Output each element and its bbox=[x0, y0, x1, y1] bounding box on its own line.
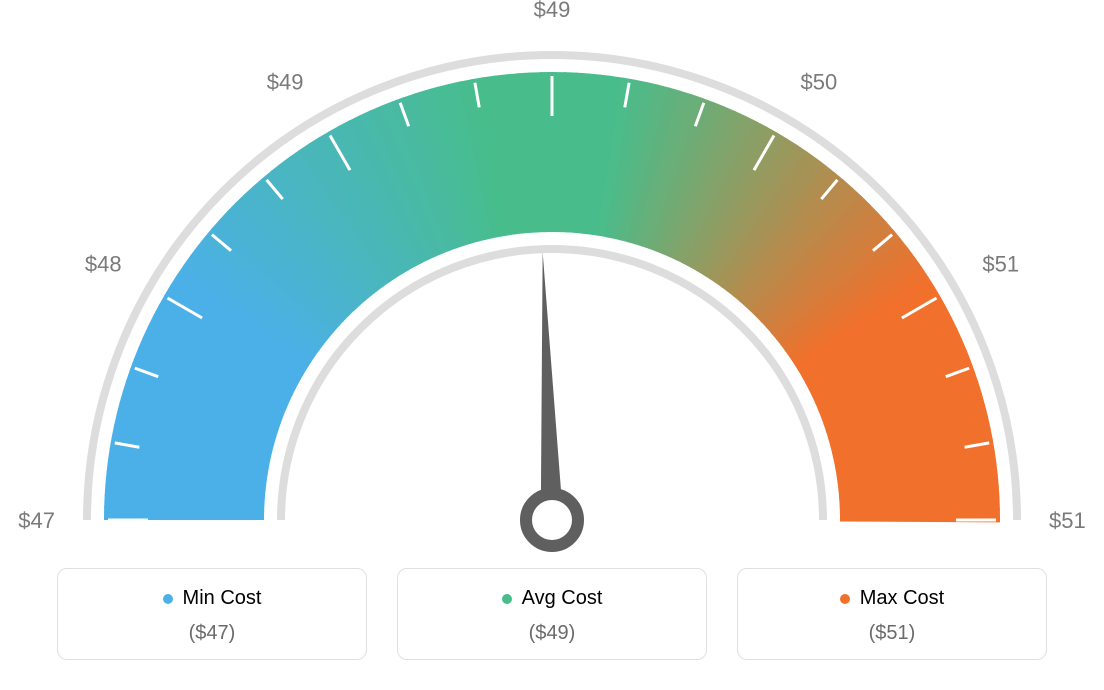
gauge-chart: $47 $48 $49 $49 $50 $51 $51 bbox=[0, 0, 1104, 560]
card-title: Max Cost bbox=[840, 587, 944, 610]
card-max-cost: Max Cost ($51) bbox=[737, 568, 1047, 660]
dot-icon bbox=[840, 594, 850, 604]
card-avg-cost: Avg Cost ($49) bbox=[397, 568, 707, 660]
card-label: Max Cost bbox=[860, 587, 944, 610]
svg-text:$48: $48 bbox=[85, 252, 122, 277]
card-value: ($51) bbox=[748, 622, 1036, 645]
svg-text:$50: $50 bbox=[801, 70, 838, 95]
card-title: Min Cost bbox=[163, 587, 262, 610]
gauge-svg: $47 $48 $49 $49 $50 $51 $51 bbox=[0, 0, 1104, 560]
svg-text:$51: $51 bbox=[1049, 508, 1086, 533]
card-min-cost: Min Cost ($47) bbox=[57, 568, 367, 660]
card-title: Avg Cost bbox=[502, 587, 603, 610]
svg-text:$47: $47 bbox=[18, 508, 55, 533]
svg-text:$51: $51 bbox=[982, 252, 1019, 277]
legend-cards: Min Cost ($47) Avg Cost ($49) Max Cost (… bbox=[0, 568, 1104, 660]
card-value: ($49) bbox=[408, 622, 696, 645]
svg-text:$49: $49 bbox=[267, 70, 304, 95]
card-label: Avg Cost bbox=[522, 587, 603, 610]
card-label: Min Cost bbox=[183, 587, 262, 610]
dot-icon bbox=[163, 594, 173, 604]
card-value: ($47) bbox=[68, 622, 356, 645]
svg-text:$49: $49 bbox=[534, 0, 571, 22]
dot-icon bbox=[502, 594, 512, 604]
